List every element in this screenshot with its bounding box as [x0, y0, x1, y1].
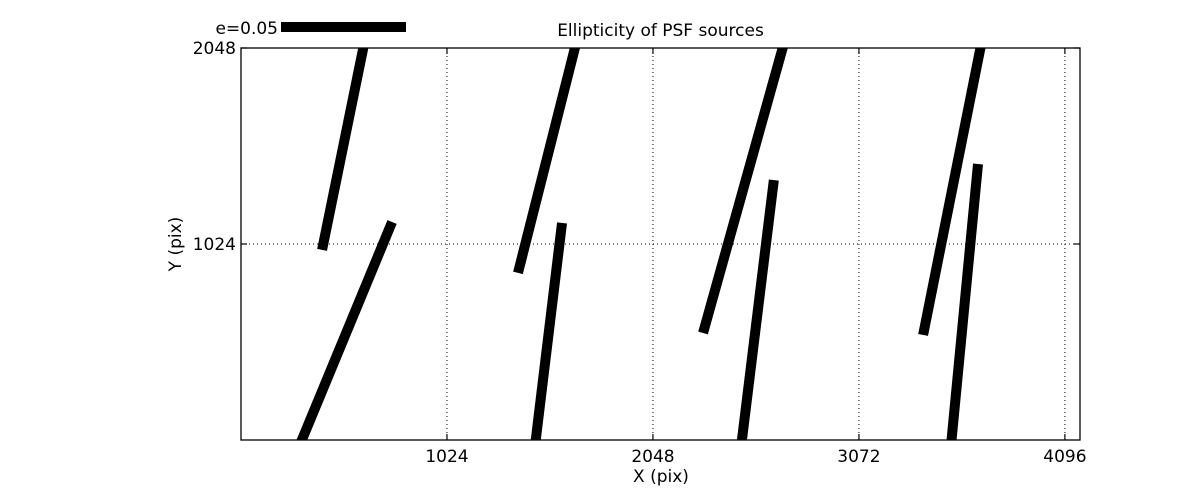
whisker-segment-7 — [918, 48, 986, 336]
whiskers-group — [296, 48, 986, 440]
legend-label: e=0.05 — [215, 19, 278, 39]
chart-title: Ellipticity of PSF sources — [557, 21, 764, 41]
x-tick-label-3072: 3072 — [837, 447, 881, 467]
y-tick-label-2048: 2048 — [192, 39, 236, 59]
x-tick-label-4096: 4096 — [1043, 447, 1087, 467]
whisker-segment-6 — [736, 179, 779, 440]
whisker-segment-3 — [513, 48, 581, 275]
legend-sample-bar-icon — [281, 22, 406, 32]
whisker-segment-4 — [530, 222, 568, 440]
x-tick-label-1024: 1024 — [425, 447, 469, 467]
axes-border — [240, 47, 1081, 441]
whisker-segment-1 — [317, 48, 369, 251]
y-tick-label-1024: 1024 — [192, 235, 236, 255]
whisker-segment-8 — [946, 163, 983, 440]
whisker-segment-5 — [698, 48, 788, 335]
x-axis-label: X (pix) — [633, 467, 689, 487]
whisker-segment-2 — [296, 220, 397, 440]
y-axis-label: Y (pix) — [166, 216, 186, 272]
x-tick-label-2048: 2048 — [631, 447, 675, 467]
